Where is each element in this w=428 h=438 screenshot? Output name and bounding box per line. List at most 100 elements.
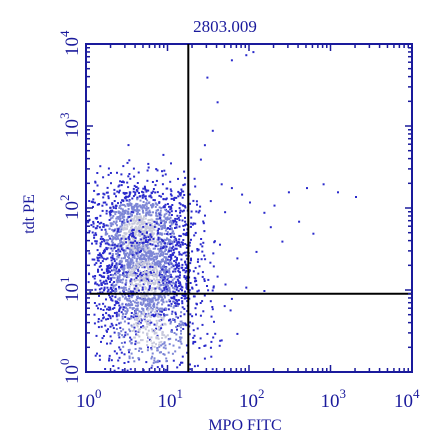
scatter-point [176,286,179,289]
scatter-point [123,306,126,309]
scatter-point [133,256,136,259]
scatter-point [165,285,168,288]
scatter-point [173,332,176,334]
scatter-point [171,232,174,235]
scatter-point [163,227,166,229]
scatter-point [174,311,177,314]
scatter-point [158,250,161,253]
scatter-point [95,304,98,307]
scatter-point [143,311,146,314]
scatter-point [125,192,128,195]
scatter-point [136,295,139,298]
scatter-point [263,211,266,214]
scatter-point [94,275,97,277]
scatter-point [153,199,156,202]
scatter-point [168,282,171,284]
scatter-point [134,248,137,251]
scatter-point [161,192,164,195]
scatter-point [185,277,188,280]
scatter-point [155,221,158,223]
scatter-point [132,290,135,293]
scatter-point [156,261,158,264]
scatter-point [147,252,150,255]
scatter-point [117,243,120,246]
scatter-point [95,242,98,245]
scatter-point [146,226,149,228]
scatter-point [107,197,110,200]
scatter-point [162,153,165,156]
scatter-point [105,246,108,249]
scatter-point [178,225,181,228]
scatter-point [165,281,168,284]
scatter-point [150,314,153,317]
scatter-point [107,195,110,198]
scatter-point [177,303,180,305]
scatter-point [179,281,181,284]
scatter-point [147,336,150,339]
scatter-point [178,363,181,366]
scatter-point [158,285,161,288]
scatter-point [140,347,143,350]
scatter-point [135,277,138,279]
scatter-point [163,334,166,337]
scatter-point [119,266,122,269]
scatter-point [158,255,161,258]
scatter-point [178,336,181,339]
scatter-point [117,277,120,280]
scatter-point [127,349,130,351]
scatter-point [92,220,95,223]
scatter-point [165,210,168,212]
scatter-point [175,294,178,297]
scatter-point [124,316,127,318]
scatter-point [147,221,150,224]
scatter-point [122,268,125,271]
scatter-point [131,214,133,217]
scatter-point [92,198,95,201]
scatter-point [144,225,147,227]
scatter-point [139,315,142,318]
scatter-point [119,245,122,248]
scatter-point [148,246,150,249]
scatter-point [128,351,130,354]
scatter-point [147,272,150,275]
scatter-point [110,322,113,325]
scatter-point [170,313,173,315]
scatter-point [196,290,199,293]
scatter-point [118,245,121,248]
scatter-point [173,282,175,285]
scatter-point [192,199,195,202]
scatter-point [159,260,162,263]
scatter-point [176,300,179,303]
scatter-point [176,257,178,260]
scatter-point [107,239,110,242]
scatter-point [146,247,149,250]
scatter-point [159,238,162,240]
scatter-point [153,266,156,269]
scatter-point [134,293,136,296]
scatter-point [136,211,139,214]
scatter-point [168,280,171,283]
scatter-point [169,259,172,262]
scatter-point [132,246,135,249]
scatter-point [110,291,113,294]
scatter-point [178,251,181,254]
scatter-point [139,216,142,219]
scatter-point [135,186,138,189]
scatter-point [95,334,98,337]
scatter-point [109,244,112,247]
scatter-point [148,282,151,284]
scatter-point [180,297,183,299]
scatter-point [154,263,157,266]
scatter-point [97,326,100,329]
scatter-point [99,238,102,240]
scatter-point [138,217,141,220]
scatter-point [177,289,180,292]
scatter-point [183,313,186,316]
scatter-point [160,254,163,257]
scatter-point [184,216,186,219]
scatter-point [183,194,186,196]
scatter-point [142,193,145,196]
scatter-point [174,267,177,270]
scatter-point [149,243,152,245]
scatter-point [163,288,166,291]
